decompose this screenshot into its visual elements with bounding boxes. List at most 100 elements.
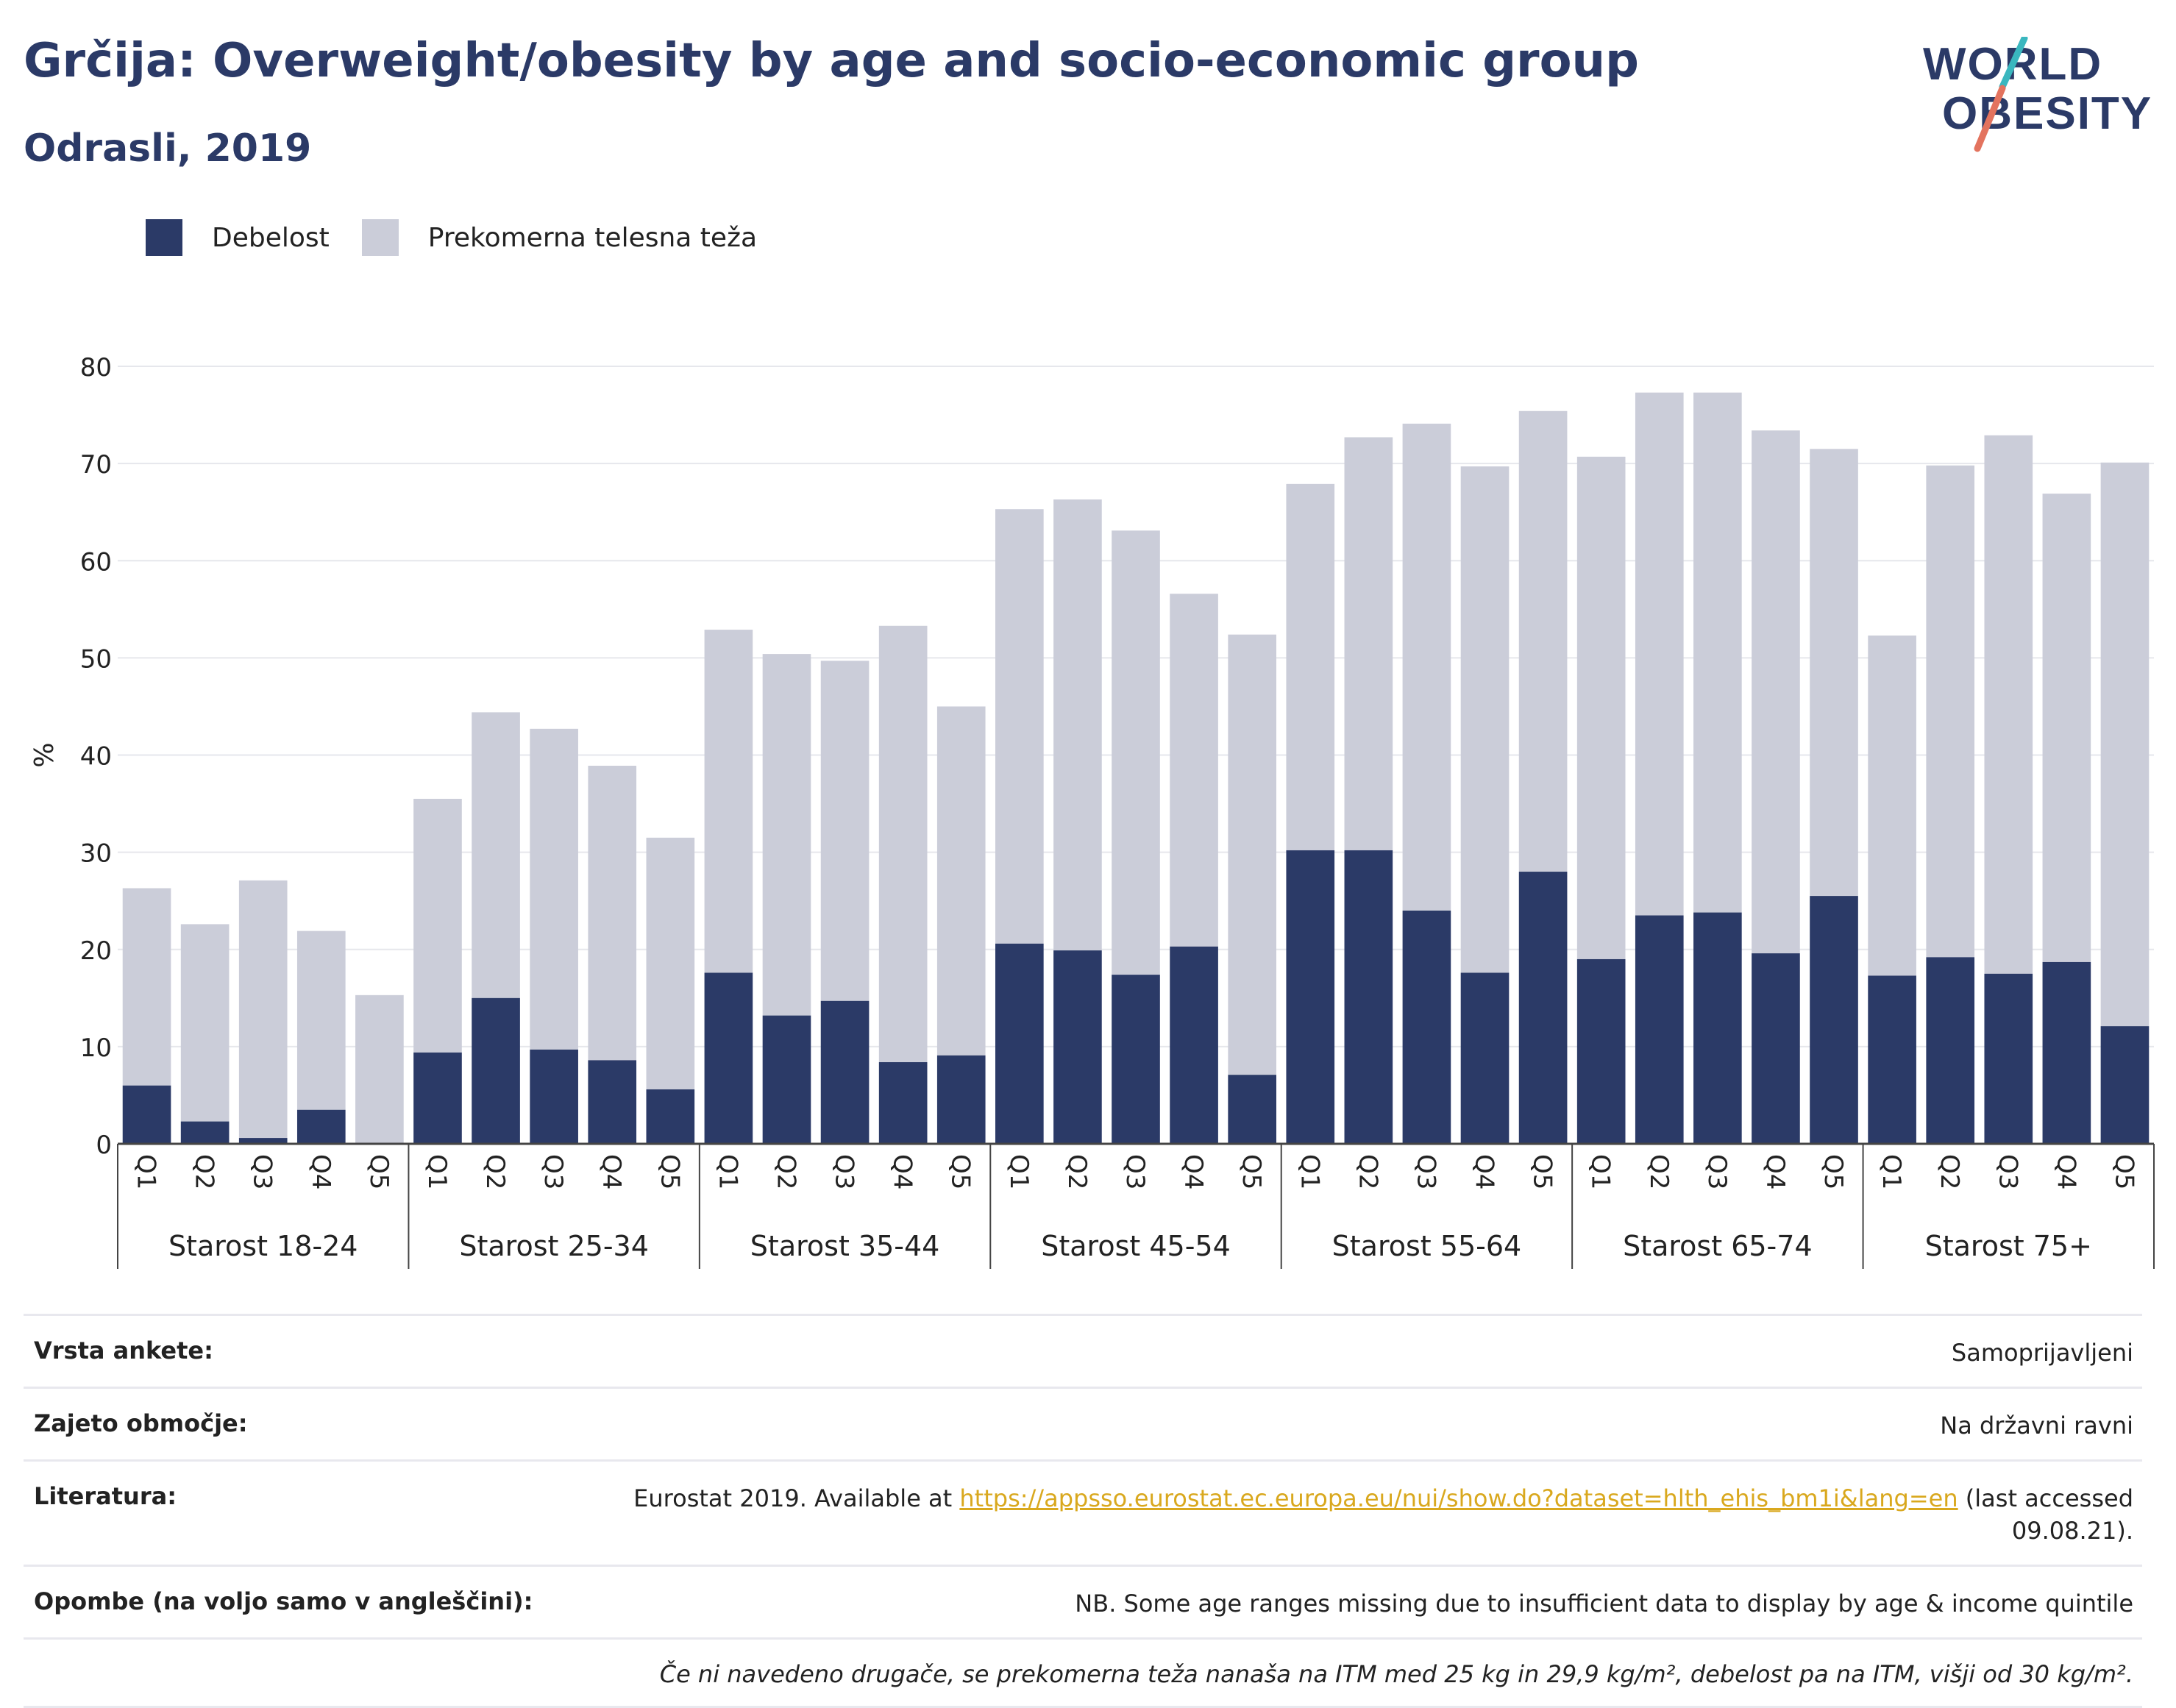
survey-value: Samoprijavljeni	[1951, 1339, 2133, 1367]
logo-line2: OBESITY	[1942, 88, 2152, 139]
bar-obesity	[820, 1000, 870, 1144]
x-tick-label: Q5	[2109, 1154, 2138, 1189]
x-tick-label: Q1	[132, 1154, 161, 1189]
bar-overweight	[238, 880, 288, 1139]
x-tick-label: Q1	[1586, 1154, 1615, 1189]
y-tick-label: 20	[80, 936, 112, 966]
survey-label: Vrsta ankete:	[34, 1337, 213, 1364]
bar-overweight	[2100, 462, 2150, 1027]
bar-overweight	[1402, 423, 1451, 911]
y-tick-label: 60	[80, 547, 112, 577]
chart-subtitle: Odrasli, 2019	[24, 127, 312, 171]
x-tick-label: Q4	[1470, 1154, 1499, 1189]
bar-overweight	[820, 661, 870, 1001]
x-tick-label: Q5	[946, 1154, 975, 1189]
bar-obesity	[413, 1052, 462, 1144]
literature-suffix: (last accessed 09.08.21).	[1958, 1484, 2133, 1545]
group-label: Starost 65-74	[1623, 1230, 1813, 1262]
bar-obesity	[1752, 953, 1800, 1144]
bar-overweight	[878, 625, 928, 1063]
x-tick-label: Q2	[1935, 1154, 1964, 1189]
group-label: Starost 25-34	[459, 1230, 649, 1262]
literature-label: Literatura:	[34, 1482, 177, 1510]
bar-overweight	[472, 712, 520, 998]
x-tick-label: Q4	[1178, 1154, 1208, 1189]
x-tick-label: Q3	[1411, 1154, 1440, 1189]
bar-overweight	[530, 728, 578, 1050]
group-label: Starost 18-24	[168, 1230, 358, 1262]
x-tick-label: Q4	[1760, 1154, 1790, 1189]
bar-obesity	[1344, 850, 1393, 1144]
bar-obesity	[180, 1121, 230, 1144]
coverage-label: Zajeto območje:	[34, 1409, 248, 1437]
bar-overweight	[936, 706, 986, 1056]
bar-obesity	[1112, 975, 1160, 1144]
bar-obesity	[704, 972, 753, 1144]
stacked-bar-chart: 0 10 20 30 40 50 60 70 80% Q1 Q2 Q3 Q4 Q5 Starost 18-2…	[29, 353, 2155, 1269]
bar-obesity	[472, 997, 520, 1144]
x-tick-label: Q1	[1004, 1154, 1034, 1189]
bar-obesity	[1810, 896, 1858, 1144]
footnote: Če ni navedeno drugače, se prekomerna te…	[24, 1637, 2142, 1708]
bar-overweight	[1286, 483, 1335, 850]
group-label: Starost 45-54	[1041, 1230, 1231, 1262]
y-tick-label: 40	[80, 742, 112, 772]
bar-obesity	[1170, 946, 1218, 1144]
bar-obesity	[588, 1060, 637, 1144]
bar-overweight	[1810, 449, 1858, 897]
bar-obesity	[1286, 850, 1335, 1144]
literature-value: Eurostat 2019. Available at https://apps…	[589, 1482, 2133, 1547]
bar-overweight	[122, 888, 171, 1086]
bar-obesity	[1635, 915, 1684, 1144]
logo-slash-red	[1974, 85, 2006, 152]
bar-overweight	[1460, 466, 1510, 973]
bar-obesity	[1460, 972, 1510, 1144]
bar-obesity	[296, 1109, 346, 1144]
legend-swatch-overweight	[361, 219, 399, 256]
x-tick-label: Q1	[422, 1154, 452, 1189]
group-label: Starost 55-64	[1332, 1230, 1522, 1262]
x-tick-label: Q5	[1818, 1154, 1848, 1189]
bar-overweight	[704, 630, 753, 973]
notes-value: NB. Some age ranges missing due to insuf…	[1075, 1590, 2133, 1618]
bar-overweight	[1170, 594, 1218, 947]
bar-obesity	[762, 1015, 811, 1144]
x-tick-label: Q5	[364, 1154, 394, 1189]
bar-overweight	[1053, 499, 1102, 951]
bar-overweight	[1752, 430, 1800, 954]
legend-swatch-obesity	[146, 219, 182, 256]
x-tick-label: Q1	[1877, 1154, 1906, 1189]
bar-obesity	[1053, 950, 1102, 1144]
bar-overweight	[2042, 494, 2091, 962]
x-tick-label: Q4	[306, 1154, 335, 1189]
literature-link[interactable]: https://appsso.eurostat.ec.europa.eu/nui…	[959, 1484, 1958, 1512]
y-axis-label: %	[29, 742, 60, 767]
x-tick-label: Q2	[1353, 1154, 1382, 1189]
bar-obesity	[995, 943, 1044, 1144]
bar-obesity	[1926, 957, 1975, 1144]
bar-obesity	[936, 1055, 986, 1144]
bar-obesity	[238, 1138, 288, 1144]
x-tick-label: Q5	[655, 1154, 684, 1189]
x-tick-label: Q5	[1528, 1154, 1557, 1189]
bar-obesity	[2100, 1026, 2150, 1144]
bar-obesity	[122, 1085, 171, 1144]
bar-overweight	[588, 766, 637, 1061]
bar-obesity	[1868, 975, 1916, 1144]
x-tick-label: Q4	[888, 1154, 917, 1189]
group-label: Starost 35-44	[750, 1230, 940, 1262]
info-row-survey: Vrsta ankete: Samoprijavljeni	[24, 1314, 2142, 1387]
x-tick-label: Q3	[538, 1154, 568, 1189]
legend-item-obesity: Debelost	[146, 219, 330, 256]
bar-overweight	[1112, 530, 1160, 975]
bar-obesity	[1402, 910, 1451, 1144]
logo-slash-teal	[1999, 37, 2028, 90]
x-tick-label: Q3	[248, 1154, 277, 1189]
bar-obesity	[530, 1049, 578, 1144]
bar-overweight	[1693, 392, 1742, 913]
x-tick-label: Q1	[1295, 1154, 1324, 1189]
x-tick-label: Q2	[190, 1154, 219, 1189]
x-tick-label: Q4	[2051, 1154, 2080, 1189]
x-tick-label: Q3	[1702, 1154, 1732, 1189]
bar-obesity	[878, 1062, 928, 1144]
